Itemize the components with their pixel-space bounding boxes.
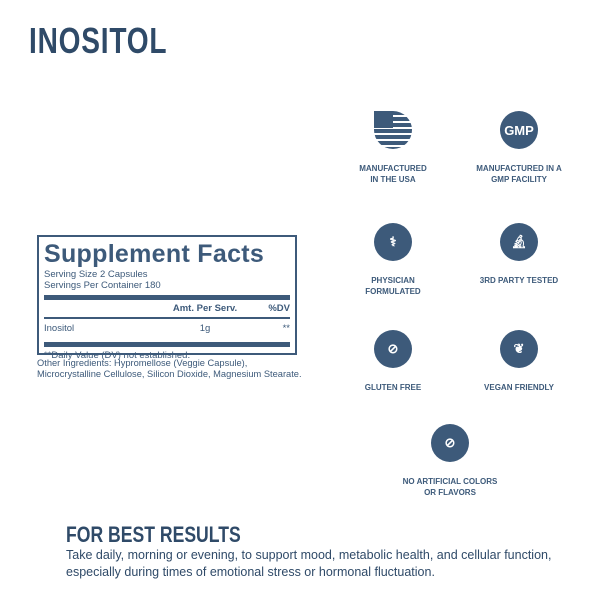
servings-per-container: Servings Per Container 180 [44, 280, 161, 291]
amt-header: Amt. Per Serv. [172, 303, 238, 314]
badge-label: MANUFACTURED [359, 164, 427, 173]
nutrient-amount: 1g [199, 323, 211, 334]
badge-label: VEGAN FRIENDLY [484, 383, 554, 392]
badge-usa: MANUFACTURED IN THE USA [328, 111, 458, 185]
badge-tested: 🔬︎ 3RD PARTY TESTED [454, 223, 584, 286]
facts-heading: Supplement Facts [44, 240, 265, 268]
badge-label: FORMULATED [365, 287, 421, 296]
supplement-facts-panel: Supplement Facts Serving Size 2 Capsules… [37, 235, 297, 361]
badge-label: PHYSICIAN [371, 276, 415, 285]
badge-label: GMP FACILITY [491, 175, 547, 184]
divider [44, 295, 290, 300]
badge-label: IN THE USA [370, 175, 416, 184]
caduceus-icon: ⚕ [374, 223, 412, 261]
badge-no-artificial: ⊘ NO ARTIFICIAL COLORS OR FLAVORS [385, 424, 515, 498]
divider [44, 317, 290, 319]
badge-label: GLUTEN FREE [364, 383, 422, 392]
divider [44, 342, 290, 347]
badge-label: 3RD PARTY TESTED [479, 276, 559, 285]
badge-label: OR FLAVORS [424, 488, 476, 497]
badge-vegan: ❦ VEGAN FRIENDLY [454, 330, 584, 393]
dv-header: %DV [268, 303, 290, 314]
other-ingredients: Other Ingredients: Hypromellose (Veggie … [37, 358, 302, 379]
gluten-free-icon: ⊘ [374, 330, 412, 368]
badge-label: NO ARTIFICIAL COLORS [402, 477, 498, 486]
microscope-icon: 🔬︎ [500, 223, 538, 261]
product-title: INOSITOL [29, 20, 168, 61]
badge-gluten-free: ⊘ GLUTEN FREE [328, 330, 458, 393]
badge-physician: ⚕ PHYSICIAN FORMULATED [328, 223, 458, 297]
facts-header-row: Amt. Per Serv. %DV [44, 302, 290, 316]
facts-row: Inositol 1g ** [44, 320, 290, 338]
footnote: **Daily Value (DV) not established. [44, 350, 191, 361]
gmp-icon: GMP [500, 111, 538, 149]
badge-gmp: GMP MANUFACTURED IN A GMP FACILITY [454, 111, 584, 185]
best-results-text: Take daily, morning or evening, to suppo… [66, 548, 552, 579]
nutrient-name: Inositol [44, 323, 75, 334]
leaf-icon: ❦ [500, 330, 538, 368]
serving-size: Serving Size 2 Capsules [44, 269, 148, 280]
usa-flag-icon [374, 111, 412, 149]
best-results-heading: FOR BEST RESULTS [66, 522, 241, 547]
nutrient-dv: ** [282, 323, 290, 334]
no-artificial-icon: ⊘ [431, 424, 469, 462]
badge-label: MANUFACTURED IN A [476, 164, 562, 173]
